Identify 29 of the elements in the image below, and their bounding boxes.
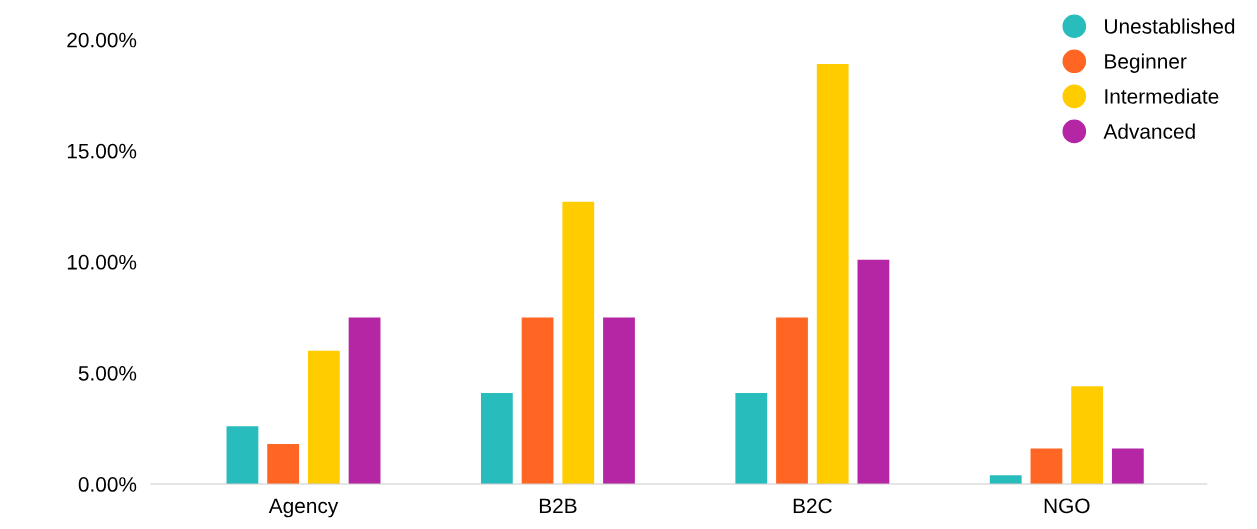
- x-tick-label: Agency: [268, 498, 339, 518]
- bar: [776, 317, 808, 485]
- bar: [1071, 386, 1104, 485]
- bar: [989, 475, 1022, 485]
- bar: [857, 259, 890, 485]
- bar: [603, 317, 635, 485]
- bar: [307, 350, 340, 485]
- y-tick-label: 20.00%: [67, 32, 137, 48]
- bar: [1111, 448, 1144, 485]
- bar: [521, 317, 554, 485]
- x-tick-label: B2B: [539, 498, 577, 514]
- bar: [735, 392, 768, 485]
- y-tick-label: 15.00%: [67, 143, 137, 159]
- bar: [480, 392, 513, 485]
- x-tick-label: B2C: [793, 498, 832, 514]
- legend-label: Beginner: [1105, 53, 1187, 73]
- y-tick-label: 5.00%: [78, 365, 137, 381]
- legend-label: Intermediate: [1105, 88, 1219, 104]
- legend-label: Advanced: [1103, 123, 1195, 139]
- bar: [562, 201, 595, 485]
- bar: [816, 64, 849, 485]
- y-tick-label: 0.00%: [78, 477, 137, 492]
- legend-label: Unestablished: [1105, 18, 1235, 34]
- bar: [226, 426, 259, 485]
- bar: [348, 317, 381, 485]
- bar: [1030, 448, 1063, 485]
- x-tick-label: NGO: [1044, 498, 1090, 514]
- bar: [267, 444, 300, 485]
- y-tick-label: 10.00%: [67, 254, 137, 270]
